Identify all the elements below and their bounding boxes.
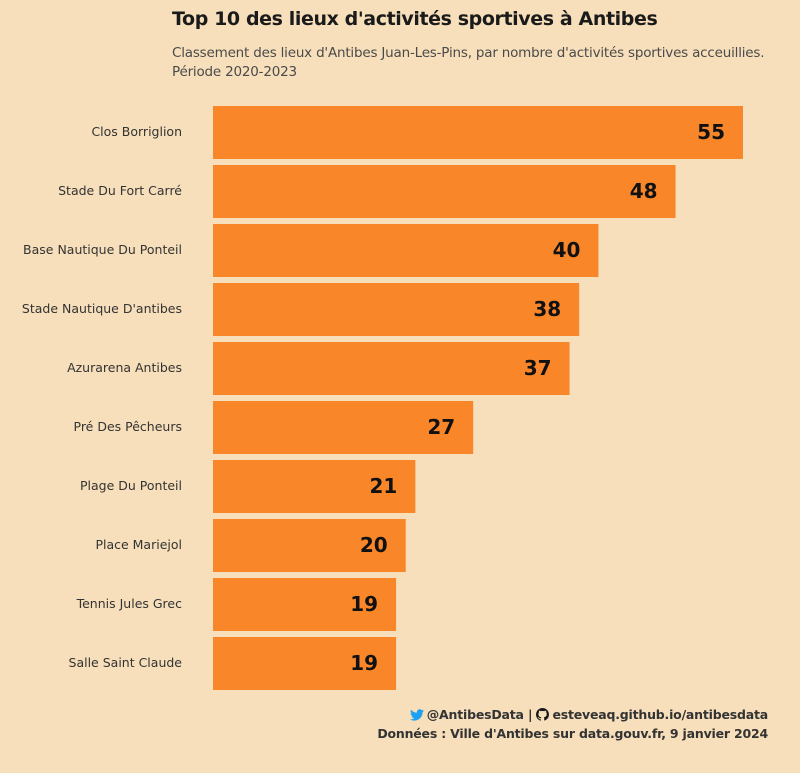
value-label-base-nautique-du-ponteil: 40 — [553, 238, 581, 262]
bar-place-mariejol — [213, 519, 406, 572]
value-label-salle-saint-claude: 19 — [350, 651, 378, 675]
bars-group: Clos Borriglion 55 Stade Du Fort Carré 48 Ba… — [22, 106, 743, 690]
value-label-stade-du-fort-carre: 48 — [630, 179, 658, 203]
value-label-azurarena-antibes: 37 — [524, 356, 552, 380]
bar-base-nautique-du-ponteil — [213, 224, 599, 277]
github-icon — [536, 708, 550, 721]
category-label-salle-saint-claude: Salle Saint Claude — [69, 655, 183, 670]
category-label-stade-du-fort-carre: Stade Du Fort Carré — [58, 183, 182, 198]
bar-clos-borriglion — [213, 106, 743, 159]
bar-pre-des-pecheurs — [213, 401, 474, 454]
subtitle-line-1: Classement des lieux d'Antibes Juan-Les-… — [172, 45, 765, 61]
github-url: esteveaq.github.io/antibesdata — [552, 707, 768, 722]
caption: @AntibesData | esteveaq.github.io/antibe… — [377, 705, 768, 743]
category-label-place-mariejol: Place Mariejol — [95, 537, 182, 552]
category-label-base-nautique-du-ponteil: Base Nautique Du Ponteil — [23, 242, 182, 257]
category-label-plage-du-ponteil: Plage Du Ponteil — [80, 478, 182, 493]
twitter-icon — [409, 709, 424, 721]
subtitle-line-2: Période 2020-2023 — [172, 64, 297, 80]
value-label-plage-du-ponteil: 21 — [370, 474, 398, 498]
caption-source: Données : Ville d'Antibes sur data.gouv.… — [377, 726, 768, 741]
category-label-azurarena-antibes: Azurarena Antibes — [67, 360, 182, 375]
category-label-stade-nautique-d-antibes: Stade Nautique D'antibes — [22, 301, 182, 316]
caption-credits: @AntibesData | esteveaq.github.io/antibe… — [377, 705, 768, 724]
value-label-clos-borriglion: 55 — [697, 120, 725, 144]
bar-salle-saint-claude — [213, 637, 397, 690]
chart-title: Top 10 des lieux d'activités sportives à… — [172, 8, 658, 30]
value-label-pre-des-pecheurs: 27 — [427, 415, 455, 439]
chart-subtitle: Classement des lieux d'Antibes Juan-Les-… — [172, 44, 765, 82]
category-label-tennis-jules-grec: Tennis Jules Grec — [76, 596, 183, 611]
bar-tennis-jules-grec — [213, 578, 397, 631]
category-label-pre-des-pecheurs: Pré Des Pêcheurs — [74, 419, 183, 434]
bar-azurarena-antibes — [213, 342, 570, 395]
category-label-clos-borriglion: Clos Borriglion — [91, 124, 182, 139]
value-label-tennis-jules-grec: 19 — [350, 592, 378, 616]
value-label-place-mariejol: 20 — [360, 533, 388, 557]
value-label-stade-nautique-d-antibes: 38 — [533, 297, 561, 321]
bar-plage-du-ponteil — [213, 460, 416, 513]
twitter-handle: @AntibesData — [426, 707, 524, 722]
bar-stade-du-fort-carre — [213, 165, 676, 218]
bar-stade-nautique-d-antibes — [213, 283, 580, 336]
caption-separator: | — [527, 707, 533, 722]
